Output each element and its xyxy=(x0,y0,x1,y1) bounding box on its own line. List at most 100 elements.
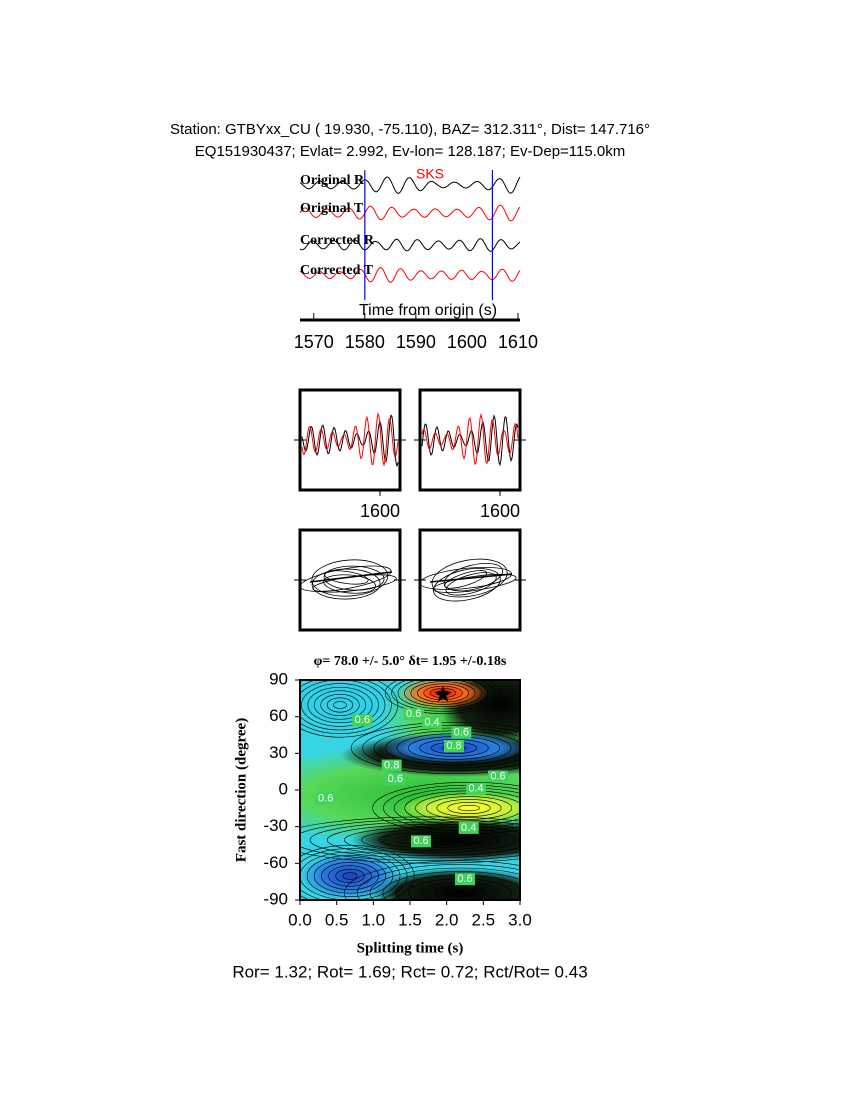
contour-label-box xyxy=(466,782,486,795)
x-tick-label: 1610 xyxy=(498,332,538,352)
x-tick-label: 1600 xyxy=(360,501,400,521)
x-tick-label: 0.0 xyxy=(288,910,312,929)
contour-label-box xyxy=(352,714,373,727)
contour-label-box xyxy=(403,708,424,721)
contour-label: 0.4 xyxy=(461,822,476,834)
isoline xyxy=(384,680,502,714)
frame xyxy=(298,528,402,632)
y-tick-label: -30 xyxy=(263,816,288,835)
x-tick-label: 1570 xyxy=(294,332,334,352)
fast-axis xyxy=(309,571,393,583)
isoline xyxy=(321,861,379,891)
isoline xyxy=(397,680,489,710)
isoline xyxy=(436,799,502,817)
x-tick-label: 1580 xyxy=(345,332,385,352)
contour-panel: 0.60.60.40.60.80.80.6 0.60.40.40.60.60.60… xyxy=(233,654,532,956)
isoline xyxy=(446,889,474,897)
contour-label: 0.6 xyxy=(490,770,505,782)
contour-label: 0.6 xyxy=(388,773,403,785)
isoline xyxy=(457,804,481,812)
x-tick-label: 1600 xyxy=(480,501,520,521)
isoline xyxy=(313,690,367,720)
isoline xyxy=(300,816,520,864)
particle-motion xyxy=(433,568,501,602)
x-tick-label: 2.0 xyxy=(435,910,459,929)
isoline xyxy=(326,697,354,713)
trace-label: Original T xyxy=(300,201,364,216)
waveform xyxy=(301,414,399,467)
contour-label-box xyxy=(488,770,508,783)
y-tick-label: 30 xyxy=(269,743,288,762)
contour-label: 0.6 xyxy=(406,708,421,720)
isoline xyxy=(362,724,520,772)
particle-motion xyxy=(311,568,381,600)
isoline xyxy=(328,865,372,887)
isoline xyxy=(342,872,358,880)
trace-label: Original R xyxy=(300,173,365,188)
isoline xyxy=(391,680,495,712)
y-tick-label: 0 xyxy=(279,779,288,798)
isoline xyxy=(333,701,347,709)
chart-title: φ= 78.0 +/- 5.0° δt= 1.95 +/-0.18s xyxy=(314,654,507,669)
best-fit-marker xyxy=(434,685,452,702)
x-axis-label: Splitting time (s) xyxy=(357,940,464,956)
x-tick-label: 1600 xyxy=(447,332,487,352)
x-tick-label: 3.0 xyxy=(508,910,532,929)
frame xyxy=(418,388,522,492)
isoline xyxy=(344,860,520,900)
particle-motion xyxy=(443,562,504,592)
contour-label-box xyxy=(422,716,442,729)
contour-label: 0.6 xyxy=(454,726,469,738)
contour-label-box xyxy=(444,740,464,752)
trace xyxy=(299,176,521,194)
isoline xyxy=(320,693,360,717)
contour-label: 0.6 xyxy=(318,792,333,804)
isoline xyxy=(350,721,520,775)
isoline xyxy=(309,821,520,859)
x-axis-label: Time from origin (s) xyxy=(359,302,497,319)
waveform xyxy=(421,414,519,467)
particle-motion xyxy=(431,558,508,598)
contour-label-box xyxy=(385,773,406,785)
trace-label: Corrected R xyxy=(300,233,375,248)
frame xyxy=(298,388,402,492)
waveform xyxy=(421,412,519,466)
isoline xyxy=(447,801,491,815)
isoline xyxy=(300,819,520,861)
particle-motion xyxy=(445,572,497,596)
fast-axis xyxy=(429,573,513,583)
particle-motion xyxy=(432,573,517,593)
y-tick-label: 90 xyxy=(269,669,288,688)
isoline xyxy=(300,851,401,900)
contour-label-box xyxy=(381,759,402,772)
trace xyxy=(299,238,521,252)
isoline xyxy=(378,831,482,849)
x-tick-label: 1.0 xyxy=(362,910,386,929)
isoline xyxy=(326,824,520,856)
header-line: Station: GTBYxx_CU ( 19.930, -75.110), B… xyxy=(170,121,650,138)
isoline xyxy=(369,867,520,900)
isoline xyxy=(343,826,517,854)
isoline xyxy=(416,683,470,703)
contour-label: 0.6 xyxy=(457,873,472,885)
isoline xyxy=(404,680,482,708)
isoline xyxy=(313,858,387,894)
y-axis-label: Fast direction (degree) xyxy=(233,718,249,862)
isoline xyxy=(410,681,476,705)
contour-label: 0.4 xyxy=(424,717,439,729)
contour-label-box xyxy=(455,873,475,886)
isoline xyxy=(300,680,399,738)
contour-label: 0.6 xyxy=(355,714,370,726)
x-tick-label: 1.5 xyxy=(398,910,422,929)
trace xyxy=(299,204,521,222)
isoline xyxy=(361,829,499,851)
contour-label: 0.6 xyxy=(413,835,428,847)
x-tick-label: 2.5 xyxy=(472,910,496,929)
x-tick-label: 1590 xyxy=(396,332,436,352)
footer: Ror= 1.32; Rot= 1.69; Rct= 0.72; Rct/Rot… xyxy=(232,962,587,981)
y-tick-label: -90 xyxy=(263,889,288,908)
isoline xyxy=(300,848,408,900)
isoline xyxy=(300,680,392,734)
contour-label-box xyxy=(458,821,479,834)
phase-label: SKS xyxy=(416,166,444,182)
